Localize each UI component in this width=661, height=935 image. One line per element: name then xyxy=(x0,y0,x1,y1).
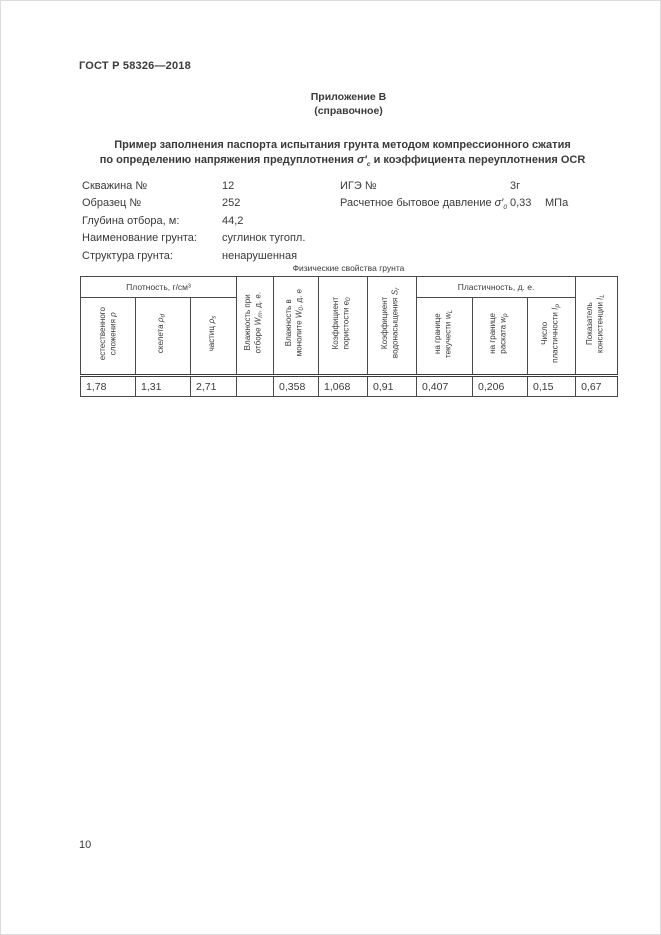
doc-title-line1: Пример заполнения паспорта испытания гру… xyxy=(114,139,571,151)
col-header-particle-density: частиц ρs xyxy=(189,297,238,376)
form-row-soil-structure: Структура грунта: ненарушенная xyxy=(0,250,661,264)
sample-value: 252 xyxy=(222,197,241,209)
data-cell: 0,67 xyxy=(575,374,619,397)
col-header-moisture-monolith: Влажность в монолите W0, д. е xyxy=(273,276,320,376)
doc-title-line2: по определению напряжения предуплотнения… xyxy=(99,153,586,168)
col-header-saturation: Коэффициент водонасыщения Sr xyxy=(367,276,418,376)
data-cell: 0,358 xyxy=(273,374,320,397)
depth-label: Глубина отбора, м: xyxy=(82,215,180,227)
ige-value: 3г xyxy=(510,180,521,192)
table-data-row: 1,78 1,31 2,71 0,358 1,068 0,91 0,407 0,… xyxy=(80,374,619,397)
borehole-value: 12 xyxy=(222,180,235,192)
data-cell xyxy=(236,374,275,397)
page-number: 10 xyxy=(79,839,92,851)
col-header-liquid-limit: на границе текучести wL xyxy=(416,297,474,376)
data-cell: 1,068 xyxy=(318,374,369,397)
form-row-depth: Глубина отбора, м: 44,2 xyxy=(0,215,661,229)
group-header-density: Плотность, г/см³ xyxy=(79,276,238,298)
col-header-plastic-limit: на границе раската wp xyxy=(472,297,529,376)
col-header-natural-density: естественного сложения ρ xyxy=(80,297,136,376)
appendix-note: (справочное) xyxy=(314,104,383,117)
data-cell: 0,91 xyxy=(367,374,418,397)
data-cell: 0,407 xyxy=(416,374,474,397)
col-header-void-ratio: Коэффициент пористости e0 xyxy=(318,276,369,376)
overburden-pressure-unit: МПа xyxy=(545,197,569,209)
group-header-plasticity: Пластичность, д. е. xyxy=(416,276,577,298)
ige-label: ИГЭ № xyxy=(340,180,377,192)
data-cell: 1,78 xyxy=(80,374,136,397)
form-row-borehole: Скважина № 12 ИГЭ № 3г xyxy=(0,180,661,194)
form-row-sample: Образец № 252 Расчетное бытовое давление… xyxy=(0,197,661,211)
sample-label: Образец № xyxy=(82,197,142,209)
form-row-soil-name: Наименование грунта: суглинок тугопл. xyxy=(0,232,661,246)
col-header-plasticity-index: Число пластичности Ip xyxy=(527,297,577,376)
table-caption: Физические свойства грунта xyxy=(292,263,405,273)
doc-title: Пример заполнения паспорта испытания гру… xyxy=(45,138,640,172)
soil-name-value: суглинок тугопл. xyxy=(222,232,306,244)
col-header-dry-density: скелета ρd xyxy=(135,297,191,376)
physical-properties-table: Плотность, г/см³ Влажность при отборе Wm,… xyxy=(79,276,619,397)
depth-value: 44,2 xyxy=(222,215,244,227)
appendix-title: Приложение В xyxy=(310,91,387,103)
soil-structure-label: Структура грунта: xyxy=(82,250,173,262)
data-cell: 1,31 xyxy=(135,374,191,397)
appendix-heading: Приложение В (справочное) xyxy=(80,91,617,118)
soil-name-label: Наименование грунта: xyxy=(82,232,197,244)
col-header-moisture-sampling: Влажность при отборе Wm, д. е. xyxy=(236,276,275,376)
overburden-pressure-value: 0,33 xyxy=(510,197,532,209)
borehole-label: Скважина № xyxy=(82,180,148,192)
doc-code: ГОСТ Р 58326—2018 xyxy=(79,60,191,72)
overburden-pressure-label: Расчетное бытовое давление σ′0 xyxy=(340,197,507,212)
data-cell: 0,206 xyxy=(472,374,529,397)
data-cell: 2,71 xyxy=(189,374,238,397)
col-header-consistency-index: Показатель консистенции IL xyxy=(575,276,619,376)
soil-structure-value: ненарушенная xyxy=(222,250,298,262)
data-cell: 0,15 xyxy=(527,374,577,397)
